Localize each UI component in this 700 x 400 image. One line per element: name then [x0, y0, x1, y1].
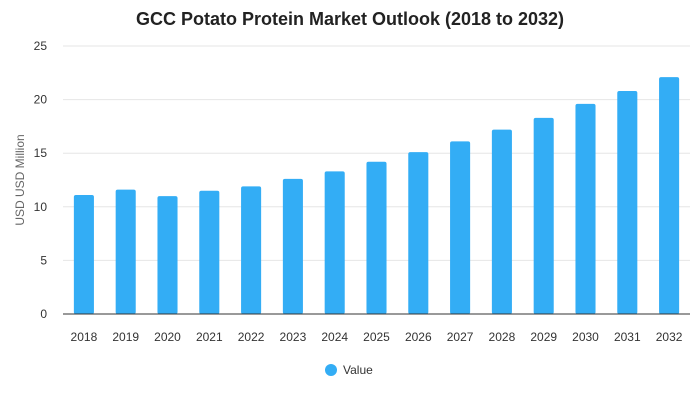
legend-label[interactable]: Value: [343, 363, 373, 377]
bar-2031[interactable]: [617, 91, 638, 314]
x-tick-label: 2024: [321, 330, 348, 344]
y-tick-label: 15: [34, 146, 48, 160]
y-tick-label: 10: [34, 200, 48, 214]
bar-2021[interactable]: [199, 190, 220, 314]
y-tick-label: 0: [40, 307, 47, 321]
x-tick-label: 2021: [196, 330, 223, 344]
legend-swatch[interactable]: [325, 364, 337, 376]
x-tick-label: 2023: [280, 330, 307, 344]
x-tick-label: 2022: [238, 330, 265, 344]
chart-title: GCC Potato Protein Market Outlook (2018 …: [136, 9, 564, 29]
x-tick-label: 2026: [405, 330, 432, 344]
legend[interactable]: Value: [325, 363, 373, 377]
y-tick-label: 20: [34, 93, 48, 107]
bar-2026[interactable]: [408, 152, 429, 314]
x-axis-ticks: 2018 2019 2020 2021 2022 2023 2024 2025 2026 2027…: [71, 330, 683, 344]
bar-2032[interactable]: [659, 77, 680, 314]
bar-2027[interactable]: [450, 141, 471, 314]
x-tick-label: 2029: [530, 330, 557, 344]
bar-2022[interactable]: [241, 186, 262, 314]
x-tick-label: 2032: [656, 330, 683, 344]
bar-2030[interactable]: [575, 103, 596, 314]
x-tick-label: 2030: [572, 330, 599, 344]
x-tick-label: 2027: [447, 330, 474, 344]
x-tick-label: 2028: [489, 330, 516, 344]
bar-2029[interactable]: [533, 117, 554, 314]
bars: [73, 77, 680, 314]
bar-2023[interactable]: [282, 178, 303, 314]
x-tick-label: 2020: [154, 330, 181, 344]
bar-2019[interactable]: [115, 189, 136, 314]
x-tick-label: 2031: [614, 330, 641, 344]
y-axis-label: USD USD Million: [13, 134, 27, 225]
y-tick-label: 5: [40, 253, 47, 267]
x-tick-label: 2025: [363, 330, 390, 344]
bar-2025[interactable]: [366, 161, 387, 314]
bar-2028[interactable]: [491, 129, 512, 314]
bar-2024[interactable]: [324, 171, 345, 314]
y-axis-ticks: 0 5 10 15 20 25: [34, 39, 48, 321]
bar-2020[interactable]: [157, 196, 178, 314]
bar-2018[interactable]: [73, 195, 94, 314]
x-tick-label: 2019: [112, 330, 139, 344]
y-tick-label: 25: [34, 39, 48, 53]
x-tick-label: 2018: [71, 330, 98, 344]
